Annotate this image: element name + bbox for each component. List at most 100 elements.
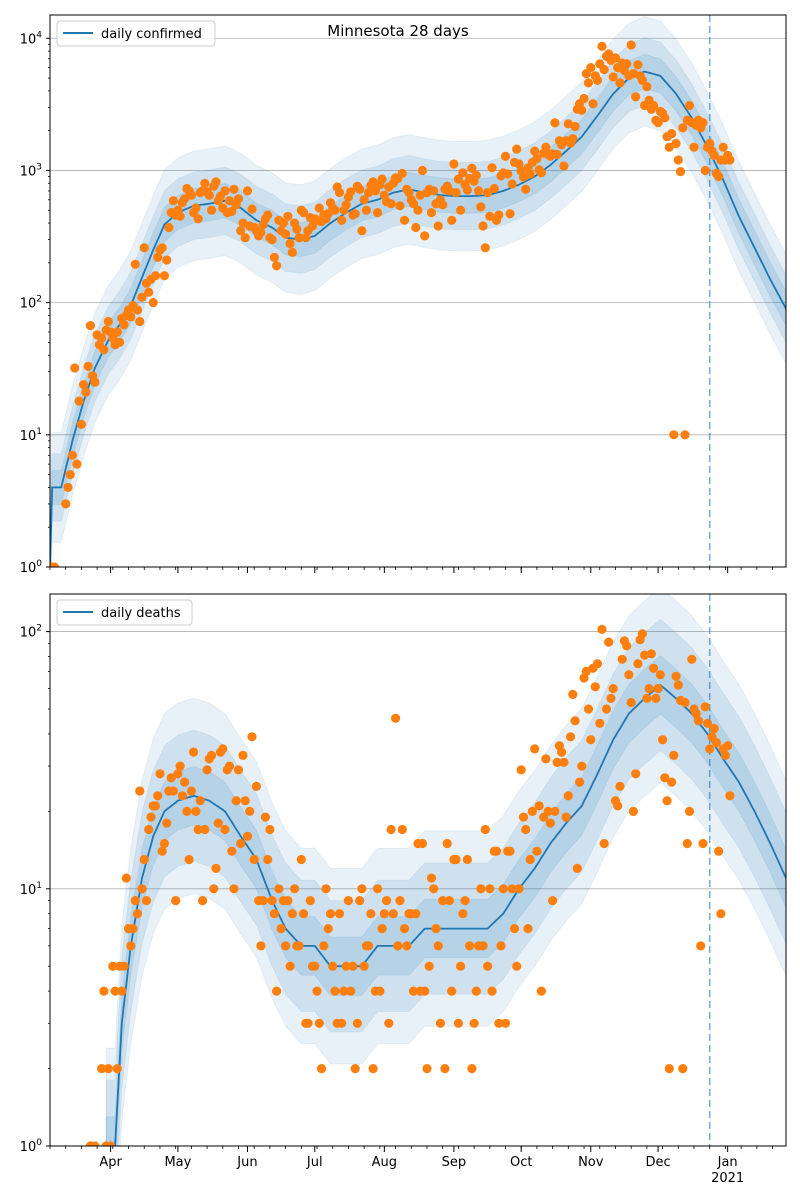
deaths-data-point (393, 941, 403, 951)
deaths-data-point (117, 986, 127, 996)
deaths-data-point (146, 812, 156, 822)
deaths-data-point (480, 824, 490, 835)
confirmed-data-point (660, 113, 670, 123)
confirmed-data-point (429, 186, 439, 196)
confirmed-data-point (570, 121, 580, 132)
deaths-data-point (483, 961, 493, 971)
confirmed-data-point (631, 92, 641, 102)
deaths-data-point (411, 909, 421, 919)
deaths-data-point (247, 732, 257, 742)
confirmed-data-point (314, 203, 324, 213)
deaths-y-tick-label: 100 (20, 1138, 43, 1155)
deaths-data-point (245, 806, 255, 817)
confirmed-data-point (559, 161, 569, 171)
deaths-data-point (536, 986, 547, 996)
deaths-data-point (334, 909, 345, 919)
deaths-data-point (395, 896, 405, 906)
deaths-panel: 100 101 102 Apr May Jun Jul Aug Sep Oct Nov Dec Jan… (20, 593, 787, 1186)
confirmed-data-point (50, 562, 60, 567)
deaths-data-point (429, 884, 439, 894)
confirmed-data-point (521, 184, 531, 194)
confirmed-data-point (577, 105, 587, 115)
deaths-data-point (541, 754, 551, 764)
deaths-data-point (388, 909, 398, 919)
deaths-data-point (583, 704, 594, 714)
deaths-data-point (256, 941, 266, 951)
deaths-data-point (456, 961, 466, 971)
confirmed-data-point (610, 53, 621, 63)
confirmed-data-point (207, 205, 217, 215)
deaths-data-point (467, 1064, 477, 1074)
deaths-data-point (525, 854, 535, 865)
confirmed-data-point (334, 188, 345, 198)
deaths-y-tick-label: 101 (20, 881, 42, 898)
deaths-data-point (337, 1018, 347, 1028)
deaths-data-point (209, 884, 219, 894)
confirmed-data-point (191, 203, 201, 213)
confirmed-y-tick-label: 103 (20, 162, 42, 179)
confirmed-data-point (420, 231, 430, 241)
confirmed-data-point (157, 243, 167, 253)
deaths-data-point (711, 738, 722, 748)
confirmed-data-point (139, 243, 149, 253)
deaths-data-point (460, 896, 470, 906)
deaths-data-point (575, 777, 585, 787)
deaths-data-point (272, 986, 282, 996)
deaths-data-point (132, 909, 143, 919)
confirmed-data-point (278, 218, 288, 228)
deaths-data-point (166, 773, 176, 783)
confirmed-data-point (357, 226, 367, 236)
deaths-data-point (680, 697, 690, 708)
confirmed-data-point (99, 345, 109, 355)
deaths-data-point (566, 732, 576, 742)
deaths-data-point (458, 909, 468, 919)
confirmed-data-point (489, 183, 499, 194)
deaths-data-point (106, 1141, 116, 1146)
deaths-data-point (265, 824, 275, 835)
confirmed-data-point (180, 194, 190, 204)
deaths-data-point (285, 961, 295, 971)
confirmed-y-axis-ticks: 100 101 102 103 104 (20, 30, 50, 576)
confirmed-data-point (626, 40, 636, 50)
confirmed-data-point (162, 255, 172, 265)
deaths-data-point (218, 744, 228, 754)
deaths-data-point (310, 961, 320, 971)
confirmed-data-point (700, 165, 710, 176)
confirmed-data-point (664, 142, 674, 152)
deaths-data-point (548, 896, 558, 906)
confirmed-data-point (671, 138, 681, 149)
confirmed-data-point (714, 171, 724, 182)
confirmed-axes-frame (49, 14, 787, 568)
deaths-data-point (240, 796, 250, 806)
confirmed-data-point (175, 211, 185, 221)
deaths-data-point (644, 684, 654, 694)
deaths-data-point (723, 741, 733, 751)
deaths-data-point (314, 1018, 324, 1028)
deaths-data-point (433, 941, 443, 951)
deaths-band-1 (105, 618, 786, 1146)
deaths-data-point (534, 801, 544, 811)
deaths-data-point (355, 896, 365, 906)
deaths-data-point (655, 670, 665, 680)
deaths-data-point (299, 909, 309, 919)
deaths-data-point (599, 838, 609, 849)
deaths-data-point (382, 896, 392, 906)
confirmed-data-point (377, 174, 387, 184)
confirmed-data-point (507, 179, 517, 189)
deaths-data-point (426, 873, 437, 883)
confirmed-data-point (272, 261, 282, 271)
deaths-data-point (667, 777, 677, 787)
confirmed-data-point (135, 316, 145, 327)
confirmed-data-point (240, 233, 250, 243)
confirmed-data-point (359, 195, 369, 205)
confirmed-data-point (355, 184, 365, 194)
deaths-data-point (364, 941, 374, 951)
deaths-data-point (130, 896, 140, 906)
confirmed-data-point (72, 459, 82, 469)
confirmed-data-point (536, 168, 547, 178)
deaths-data-point (386, 824, 396, 835)
deaths-data-point (494, 1018, 504, 1028)
deaths-data-point (90, 1141, 100, 1146)
deaths-data-point (242, 831, 253, 841)
confirmed-data-point (83, 361, 93, 371)
